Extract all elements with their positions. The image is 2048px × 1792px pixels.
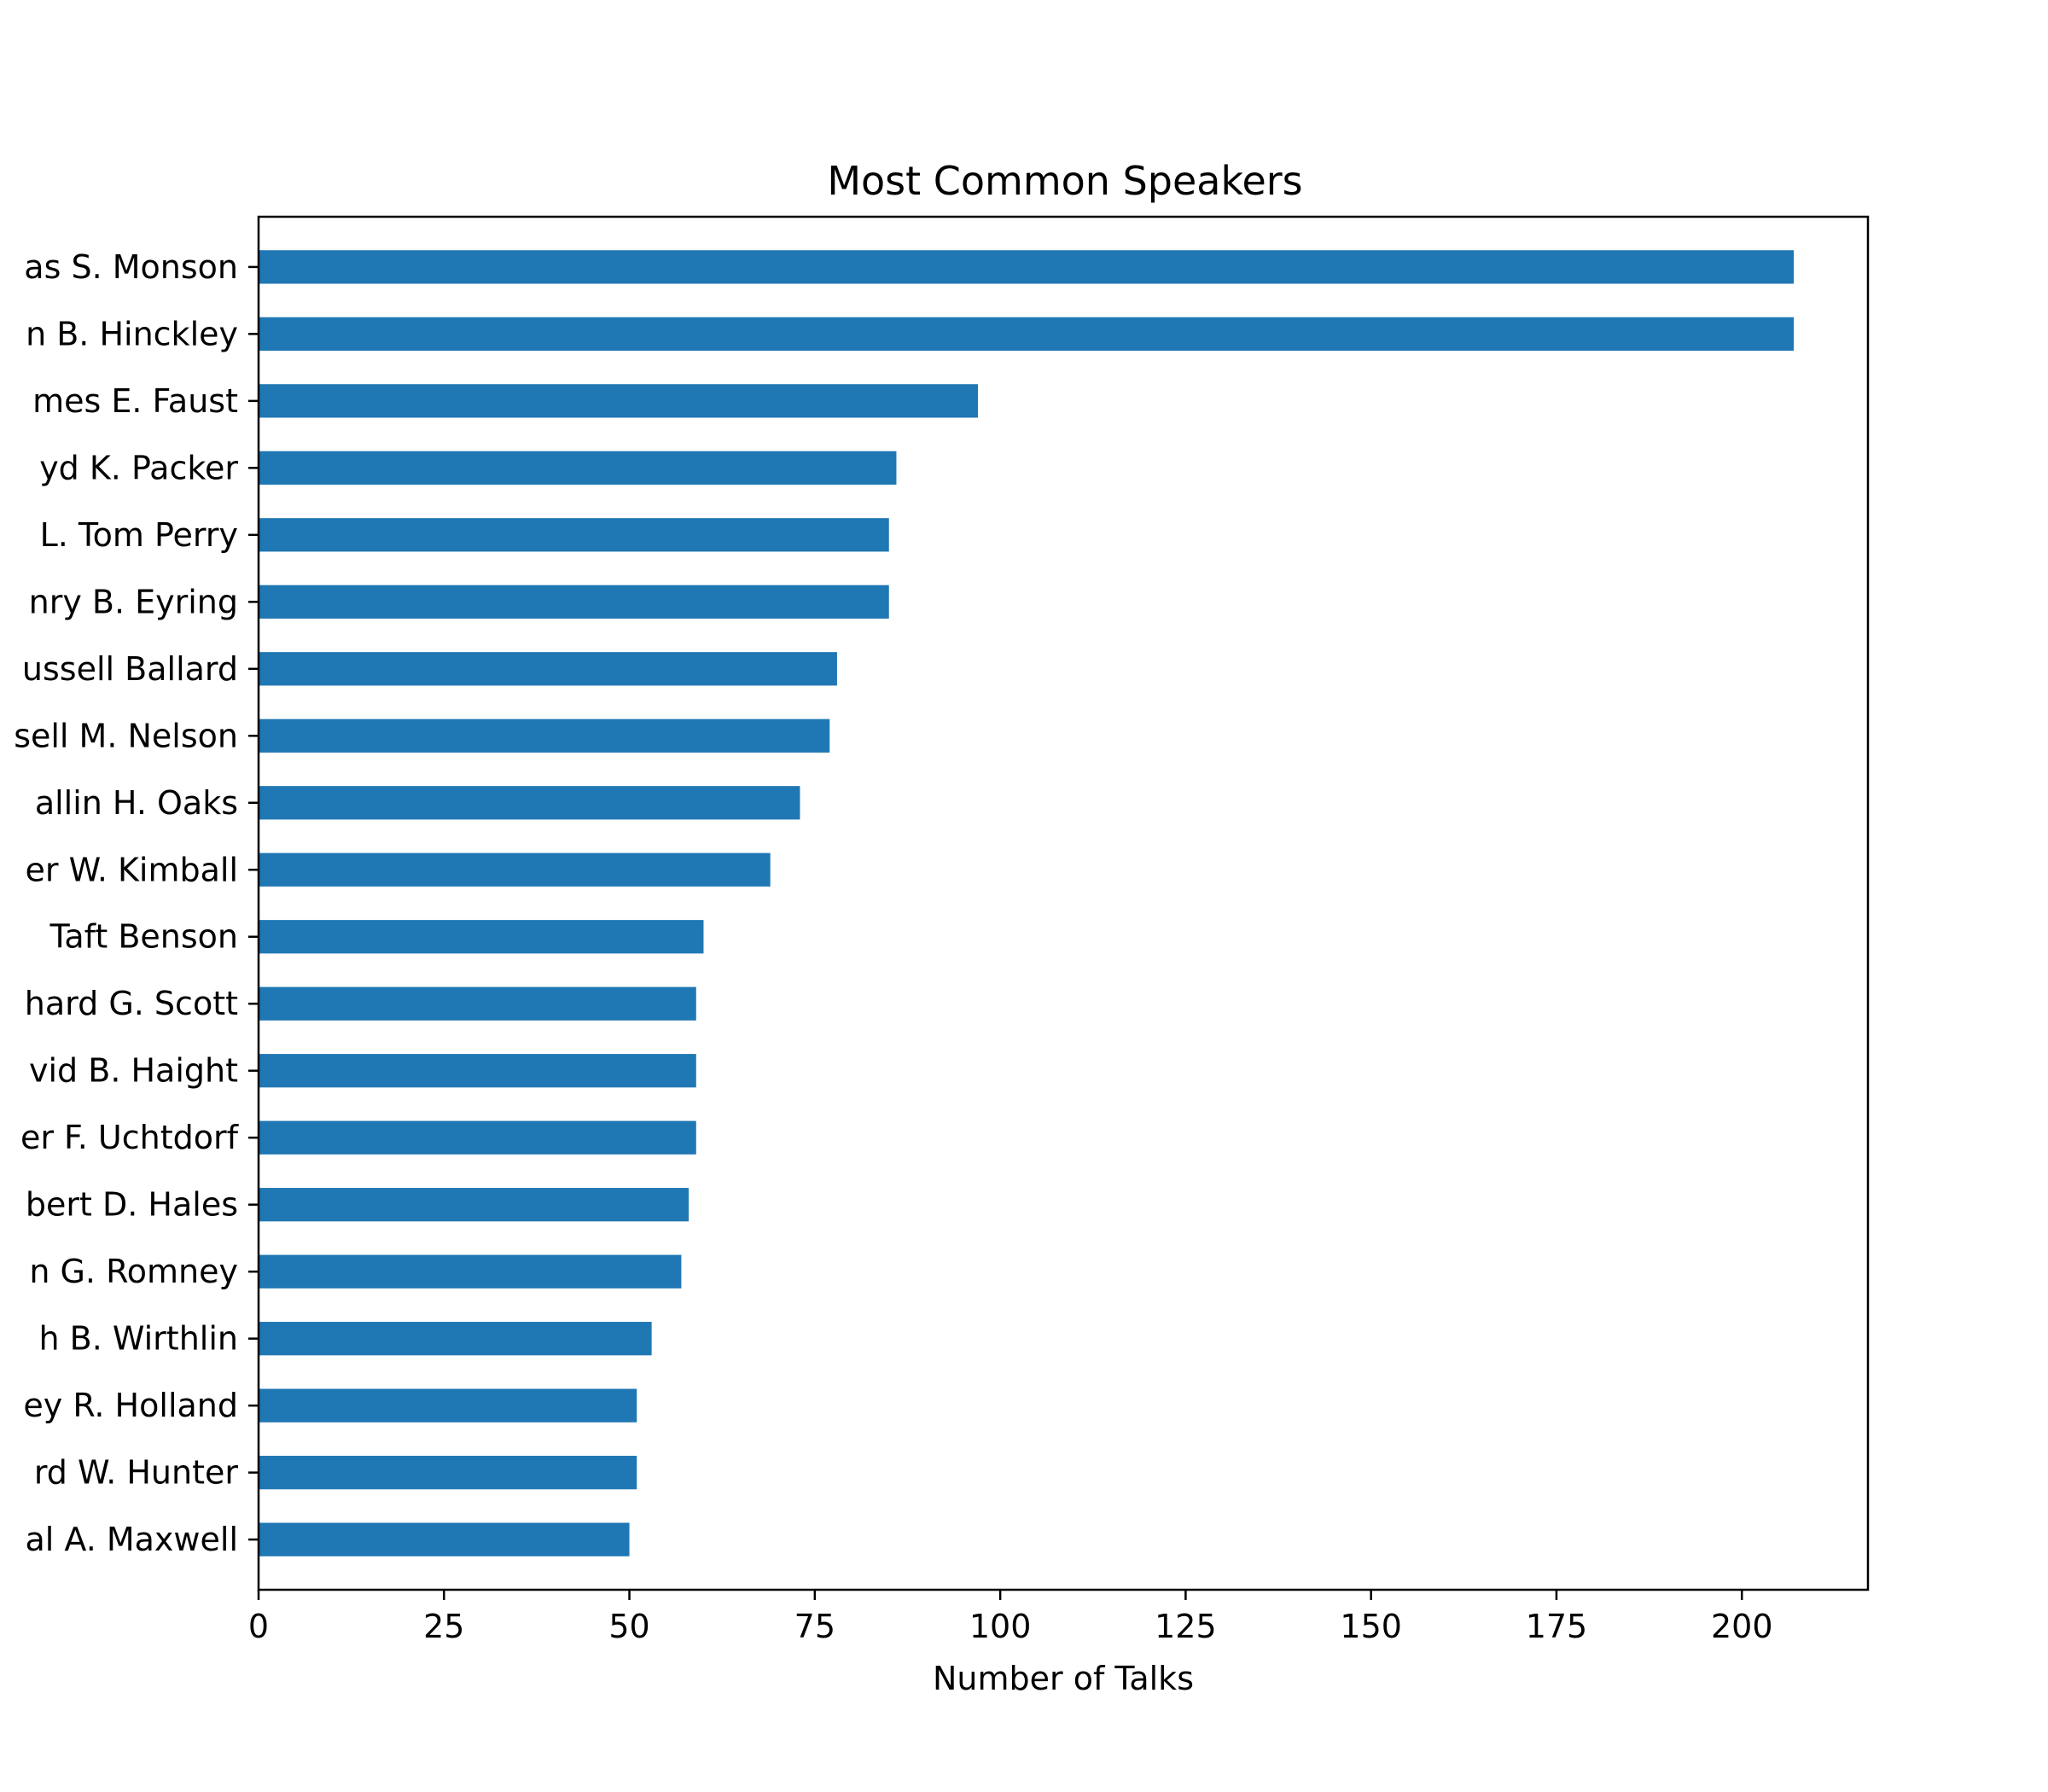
bar-15 <box>259 1188 689 1222</box>
bar-13 <box>259 1054 696 1088</box>
bar-11 <box>259 920 704 954</box>
bar-3 <box>259 384 979 418</box>
x-tick-label: 25 <box>423 1608 464 1645</box>
x-tick-label: 175 <box>1526 1608 1588 1645</box>
x-tick-label: 150 <box>1340 1608 1402 1645</box>
y-tick-label: nry B. Eyring <box>29 583 238 620</box>
x-tick-label: 50 <box>608 1608 649 1645</box>
y-tick-label: n B. Hinckley <box>26 315 238 352</box>
y-tick-label: mes E. Faust <box>32 382 238 420</box>
bar-9 <box>259 786 800 820</box>
y-axis-ticks: as S. Monson n B. Hinckley mes E. Faust yd … <box>14 248 259 1558</box>
y-tick-label: L. Tom Perry <box>40 516 238 554</box>
bar-10 <box>259 852 771 887</box>
y-tick-label: hard G. Scott <box>25 985 238 1022</box>
x-tick-label: 200 <box>1711 1608 1773 1645</box>
bar-6 <box>259 585 889 619</box>
y-tick-label: rd W. Hunter <box>34 1454 239 1492</box>
x-axis-ticks: 0 25 50 75 100 125 150 175 200 <box>248 1590 1773 1645</box>
bar-17 <box>259 1322 652 1356</box>
bar-18 <box>259 1388 637 1423</box>
x-tick-label: 125 <box>1155 1608 1217 1645</box>
y-tick-label: er F. Uchtdorf <box>20 1119 240 1156</box>
x-tick-label: 100 <box>969 1608 1032 1645</box>
y-tick-label: Taft Benson <box>49 918 238 956</box>
y-tick-label: vid B. Haight <box>29 1052 238 1090</box>
bar-1 <box>259 250 1795 284</box>
bar-16 <box>259 1254 682 1289</box>
bar-4 <box>259 451 897 485</box>
y-tick-label: er W. Kimball <box>26 851 238 888</box>
x-tick-label: 0 <box>248 1608 269 1645</box>
bar-8 <box>259 719 830 753</box>
bar-7 <box>259 652 837 686</box>
y-tick-label: bert D. Hales <box>26 1186 238 1224</box>
y-tick-label: as S. Monson <box>24 248 238 286</box>
bar-2 <box>259 317 1795 351</box>
y-tick-label: yd K. Packer <box>39 449 238 486</box>
bar-20 <box>259 1522 630 1556</box>
chart-title: Most Common Speakers <box>827 158 1302 204</box>
bar-19 <box>259 1456 637 1490</box>
plot-area-frame <box>257 215 1870 1591</box>
bar-14 <box>259 1120 696 1155</box>
y-tick-label: h B. Wirthlin <box>39 1320 239 1358</box>
bar-5 <box>259 518 889 552</box>
bar-12 <box>259 986 696 1021</box>
y-tick-label: n G. Romney <box>29 1253 238 1290</box>
y-tick-label: ussell Ballard <box>22 650 238 688</box>
y-tick-label: al A. Maxwell <box>25 1521 238 1558</box>
y-tick-label: ey R. Holland <box>23 1387 238 1424</box>
bars-group <box>259 250 1795 1556</box>
x-tick-label: 75 <box>794 1608 835 1645</box>
y-tick-label: sell M. Nelson <box>14 717 238 754</box>
y-tick-label: allin H. Oaks <box>35 784 238 822</box>
x-axis-label: Number of Talks <box>933 1660 1194 1697</box>
